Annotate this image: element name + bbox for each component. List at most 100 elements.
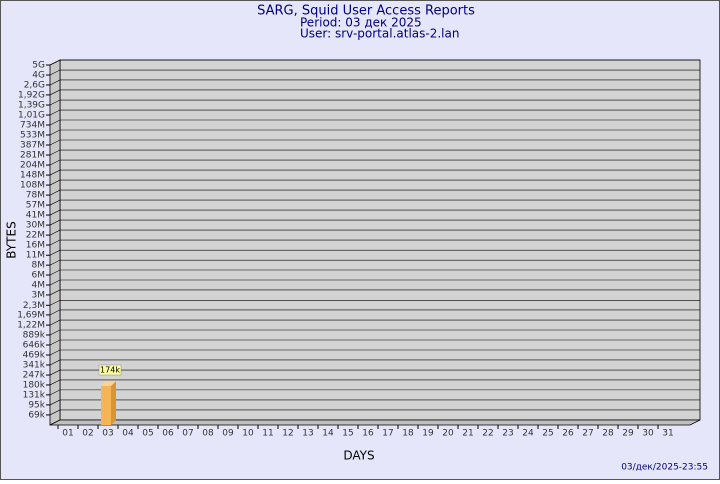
grid-line bbox=[49, 59, 700, 66]
x-tick-label: 30 bbox=[642, 429, 654, 439]
y-tick-label: 646k bbox=[23, 340, 46, 350]
grid-line bbox=[49, 329, 700, 336]
x-tick-label: 13 bbox=[302, 429, 313, 439]
grid-line bbox=[49, 69, 700, 76]
y-tick-label: 95k bbox=[28, 400, 45, 410]
y-tick-label: 1,69M bbox=[17, 310, 45, 320]
grid-line bbox=[49, 269, 700, 276]
grid-line bbox=[49, 179, 700, 186]
x-tick-label: 11 bbox=[262, 429, 273, 439]
grid-line bbox=[49, 299, 700, 306]
x-tick-label: 22 bbox=[482, 429, 493, 439]
y-tick-label: 131k bbox=[23, 390, 46, 400]
y-tick-label: 469k bbox=[23, 351, 46, 361]
x-tick-label: 02 bbox=[82, 429, 93, 439]
x-tick-label: 01 bbox=[62, 429, 73, 439]
y-tick-label: 889k bbox=[23, 331, 46, 341]
y-tick-label: 2,3M bbox=[23, 301, 45, 311]
floor bbox=[49, 419, 701, 426]
y-tick-label: 1,22M bbox=[17, 321, 45, 331]
x-tick-label: 29 bbox=[622, 429, 634, 439]
grid-line bbox=[49, 259, 700, 266]
footer: 03/дек/2025-23:55 bbox=[621, 463, 708, 473]
grid-line bbox=[49, 279, 700, 286]
x-tick-label: 21 bbox=[462, 429, 473, 439]
bar bbox=[101, 386, 111, 425]
x-tick-label: 24 bbox=[522, 429, 534, 439]
y-tick-label: 4M bbox=[32, 280, 46, 290]
grid-line bbox=[49, 349, 700, 356]
x-tick-label: 26 bbox=[562, 429, 574, 439]
bar-top bbox=[101, 381, 116, 387]
x-tick-label: 05 bbox=[142, 429, 153, 439]
grid-line bbox=[49, 409, 700, 416]
grid-line bbox=[49, 99, 700, 106]
grid-line bbox=[49, 399, 700, 406]
grid-line bbox=[49, 359, 700, 366]
y-tick-label: 1,92G bbox=[18, 90, 45, 100]
grid-line bbox=[49, 109, 700, 116]
value-label-box bbox=[98, 364, 122, 376]
x-tick-label: 23 bbox=[502, 429, 513, 439]
y-tick-label: 16M bbox=[26, 241, 45, 251]
grid-line bbox=[49, 129, 700, 136]
grid-line bbox=[49, 199, 700, 206]
y-tick-label: 5G bbox=[32, 61, 45, 71]
x-tick-label: 31 bbox=[662, 429, 673, 439]
y-tick-label: 180k bbox=[23, 380, 46, 390]
x-tick-label: 12 bbox=[282, 429, 293, 439]
grid-line bbox=[49, 79, 700, 86]
x-tick-label: 15 bbox=[342, 429, 353, 439]
y-axis-label: BYTES bbox=[5, 221, 19, 258]
x-tick-label: 28 bbox=[602, 429, 614, 439]
x-tick-label: 10 bbox=[242, 429, 254, 439]
y-tick-label: 78M bbox=[26, 191, 45, 201]
grid-line bbox=[49, 369, 700, 376]
grid-line bbox=[49, 339, 700, 346]
bar-side bbox=[111, 381, 116, 425]
grid-line bbox=[49, 149, 700, 156]
y-tick-label: 1,39G bbox=[18, 101, 45, 111]
grid-line bbox=[49, 289, 700, 296]
grid-line bbox=[49, 249, 700, 256]
y-tick-label: 341k bbox=[23, 360, 46, 370]
chart-title: SARG, Squid User Access Reports bbox=[257, 4, 475, 19]
grid-line bbox=[49, 219, 700, 226]
y-tick-label: 22M bbox=[26, 231, 45, 241]
grid-line bbox=[49, 379, 700, 386]
x-tick-label: 18 bbox=[402, 429, 414, 439]
grid-line bbox=[49, 389, 700, 396]
grid-line bbox=[49, 139, 700, 146]
grid-line bbox=[49, 319, 700, 326]
y-tick-label: 4G bbox=[32, 71, 45, 81]
y-tick-label: 69k bbox=[28, 410, 45, 420]
subtitle: Period: 03 дек 2025 bbox=[300, 16, 422, 30]
y-tick-label: 2,6G bbox=[24, 80, 45, 90]
grid-line bbox=[49, 209, 700, 216]
x-tick-label: 19 bbox=[422, 429, 434, 439]
grid-line bbox=[49, 89, 700, 96]
grid-line bbox=[49, 309, 700, 316]
y-tick-label: 11M bbox=[26, 251, 45, 261]
y-tick-label: 1,01G bbox=[18, 111, 45, 121]
y-tick-label: 108M bbox=[20, 181, 45, 191]
x-tick-label: 09 bbox=[222, 429, 234, 439]
grid-line bbox=[49, 229, 700, 236]
y-tick-label: 281M bbox=[20, 151, 45, 161]
grid-line bbox=[49, 119, 700, 126]
y-tick-label: 30M bbox=[26, 221, 45, 231]
y-tick-label: 148M bbox=[20, 171, 45, 181]
grid-line bbox=[49, 159, 700, 166]
y-tick-label: 8M bbox=[32, 261, 46, 271]
value-label: 174k bbox=[100, 366, 120, 375]
x-tick-label: 27 bbox=[582, 429, 593, 439]
y-tick-label: 3M bbox=[32, 290, 46, 300]
x-tick-label: 20 bbox=[442, 429, 454, 439]
y-tick-label: 41M bbox=[26, 211, 45, 221]
y-tick-label: 533M bbox=[20, 131, 45, 141]
x-tick-label: 25 bbox=[542, 429, 553, 439]
y-tick-label: 247k bbox=[23, 371, 46, 381]
x-tick-label: 16 bbox=[362, 429, 374, 439]
x-tick-label: 08 bbox=[202, 429, 214, 439]
